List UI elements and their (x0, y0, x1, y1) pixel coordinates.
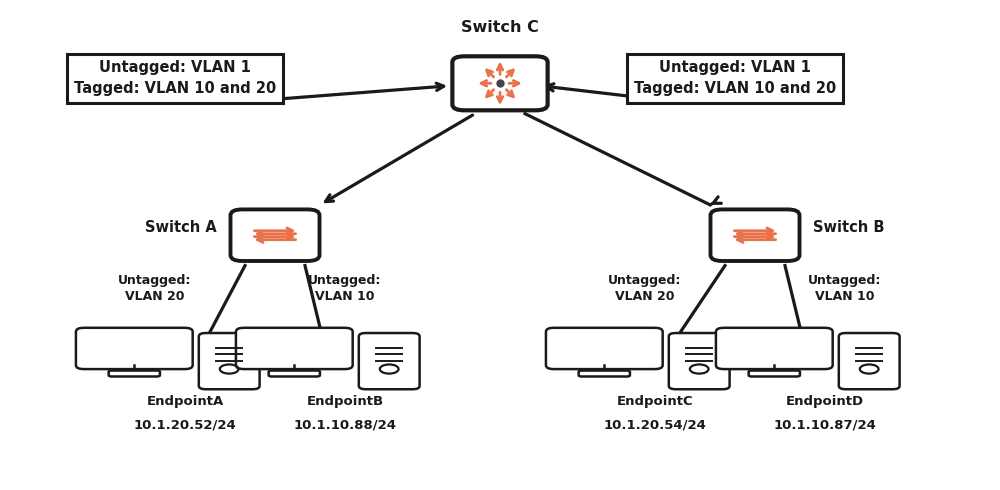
Text: Untagged: VLAN 1
Tagged: VLAN 10 and 20: Untagged: VLAN 1 Tagged: VLAN 10 and 20 (74, 60, 276, 97)
FancyBboxPatch shape (269, 370, 320, 376)
Text: EndpointC: EndpointC (617, 395, 693, 408)
Text: 10.1.20.54/24: 10.1.20.54/24 (604, 418, 706, 432)
FancyBboxPatch shape (359, 333, 420, 389)
Text: Untagged: VLAN 1
Tagged: VLAN 10 and 20: Untagged: VLAN 1 Tagged: VLAN 10 and 20 (634, 60, 836, 97)
FancyBboxPatch shape (839, 333, 900, 389)
FancyBboxPatch shape (546, 328, 663, 369)
Text: Switch A: Switch A (145, 220, 217, 235)
Text: Untagged:
VLAN 20: Untagged: VLAN 20 (118, 274, 192, 303)
FancyBboxPatch shape (669, 333, 730, 389)
FancyBboxPatch shape (109, 370, 160, 376)
Text: Untagged:
VLAN 10: Untagged: VLAN 10 (308, 274, 382, 303)
FancyBboxPatch shape (716, 328, 833, 369)
FancyBboxPatch shape (452, 56, 548, 110)
FancyBboxPatch shape (236, 328, 353, 369)
Text: Switch C: Switch C (461, 20, 539, 35)
Text: Switch B: Switch B (813, 220, 885, 235)
Text: 10.1.10.88/24: 10.1.10.88/24 (294, 418, 396, 432)
FancyBboxPatch shape (579, 370, 630, 376)
FancyBboxPatch shape (199, 333, 260, 389)
Text: 10.1.10.87/24: 10.1.10.87/24 (774, 418, 876, 432)
Text: Untagged:
VLAN 10: Untagged: VLAN 10 (808, 274, 882, 303)
Text: Untagged:
VLAN 20: Untagged: VLAN 20 (608, 274, 682, 303)
FancyBboxPatch shape (749, 370, 800, 376)
Text: EndpointD: EndpointD (786, 395, 864, 408)
Text: EndpointB: EndpointB (306, 395, 384, 408)
Text: EndpointA: EndpointA (146, 395, 224, 408)
Text: 10.1.20.52/24: 10.1.20.52/24 (134, 418, 236, 432)
FancyBboxPatch shape (710, 209, 800, 261)
FancyBboxPatch shape (76, 328, 193, 369)
FancyBboxPatch shape (230, 209, 320, 261)
